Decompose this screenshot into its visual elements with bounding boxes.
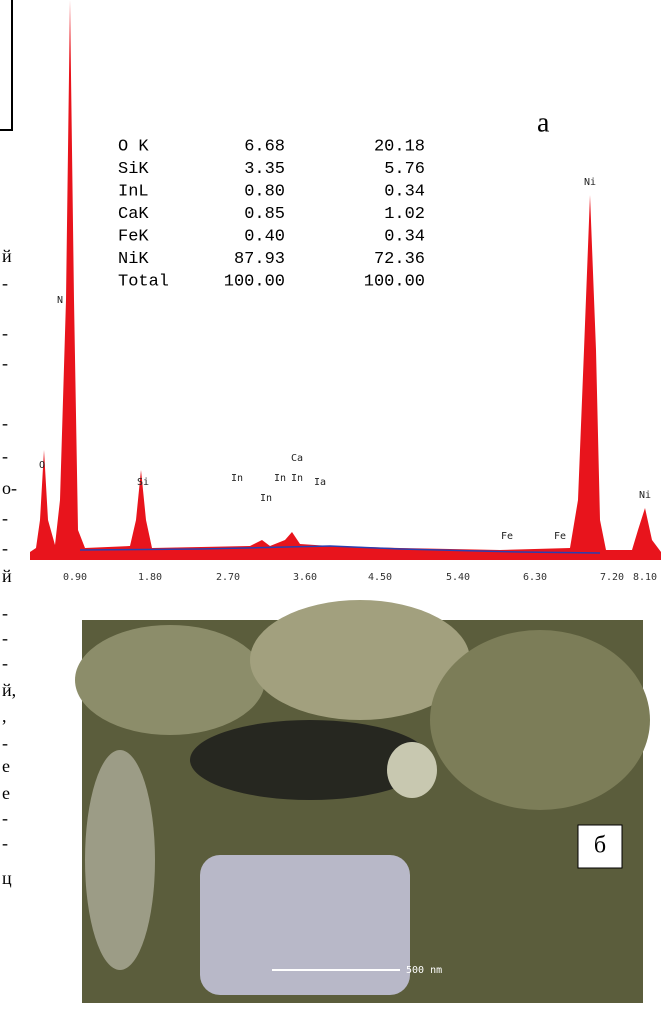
x-tick-label: 3.60	[293, 572, 317, 583]
margin-fragment: -	[2, 323, 8, 343]
table-cell: InL	[118, 182, 149, 201]
panel-label: б	[594, 833, 606, 859]
table-cell: 0.80	[244, 182, 285, 201]
label-box	[577, 824, 623, 869]
peak-label: In	[260, 493, 272, 504]
margin-fragment: й	[2, 566, 12, 586]
margin-fragment: е	[2, 756, 10, 776]
grain	[387, 742, 437, 798]
table-cell: 0.34	[384, 182, 425, 201]
frame-edge	[0, 0, 13, 131]
margin-fragment: -	[2, 413, 8, 433]
table-cell: 72.36	[374, 250, 425, 269]
margin-fragment: ц	[2, 868, 12, 888]
margin-fragment: -	[2, 353, 8, 373]
margin-fragment: -	[2, 808, 8, 828]
x-tick-label: 1.80	[138, 572, 162, 583]
peak-label: Fe	[554, 531, 566, 542]
table-cell: 100.00	[364, 272, 425, 291]
peak-label: Si	[137, 477, 149, 488]
x-tick-label: 5.40	[446, 572, 470, 583]
x-tick-label: 6.30	[523, 572, 547, 583]
x-tick-label: 0.90	[63, 572, 87, 583]
peak-label: In	[274, 473, 286, 484]
table-cell: 1.02	[384, 205, 425, 224]
table-cell: 87.93	[234, 250, 285, 269]
panel-label: а	[537, 107, 550, 138]
margin-fragment: -	[2, 446, 8, 466]
x-tick-label: 2.70	[216, 572, 240, 583]
x-tick-label: 4.50	[368, 572, 392, 583]
table-cell: Total	[118, 272, 169, 291]
peak-label: Fe	[501, 531, 513, 542]
table-cell: 0.85	[244, 205, 285, 224]
peak-label: In	[231, 473, 243, 484]
margin-fragment: й	[2, 246, 12, 266]
margin-fragment: -	[2, 833, 8, 853]
x-tick-label: 7.20	[600, 572, 624, 583]
grain	[250, 600, 470, 720]
x-tick-label: 8.10	[633, 572, 657, 583]
table-cell: 6.68	[244, 137, 285, 156]
table-cell: FeK	[118, 227, 149, 246]
margin-fragment: -	[2, 653, 8, 673]
grain	[85, 750, 155, 970]
table-cell: 0.40	[244, 227, 285, 246]
scale-bar-label: 500 nm	[406, 965, 442, 976]
shadow	[190, 720, 430, 800]
margin-fragment: й,	[2, 680, 16, 700]
table-cell: 0.34	[384, 227, 425, 246]
peak-label: Ni	[639, 490, 651, 501]
table-cell: 100.00	[224, 272, 285, 291]
table-cell: CaK	[118, 205, 149, 224]
peak-label: In	[291, 473, 303, 484]
table-cell: SiK	[118, 160, 149, 179]
grain	[75, 625, 265, 735]
margin-fragment: е	[2, 783, 10, 803]
background-line	[79, 545, 601, 554]
table-cell: NiK	[118, 250, 149, 269]
margin-fragment: -	[2, 628, 8, 648]
margin-fragment: -	[2, 733, 8, 753]
table-cell: 3.35	[244, 160, 285, 179]
margin-fragment: о-	[2, 478, 17, 498]
peak-label: Ni	[584, 177, 596, 188]
margin-fragment: -	[2, 273, 8, 293]
margin-fragment: ,	[2, 706, 7, 726]
grain	[430, 630, 650, 810]
margin-fragment: -	[2, 538, 8, 558]
table-cell: 5.76	[384, 160, 425, 179]
spectrum-area	[30, 0, 661, 560]
table-cell: O K	[118, 137, 149, 156]
margin-fragment: -	[2, 603, 8, 623]
peak-label: O	[39, 460, 45, 471]
peak-label: N	[57, 295, 63, 306]
peak-label: Ca	[291, 453, 303, 464]
table-cell: 20.18	[374, 137, 425, 156]
margin-fragment: -	[2, 508, 8, 528]
grain	[200, 855, 410, 995]
peak-label: Ia	[314, 477, 326, 488]
